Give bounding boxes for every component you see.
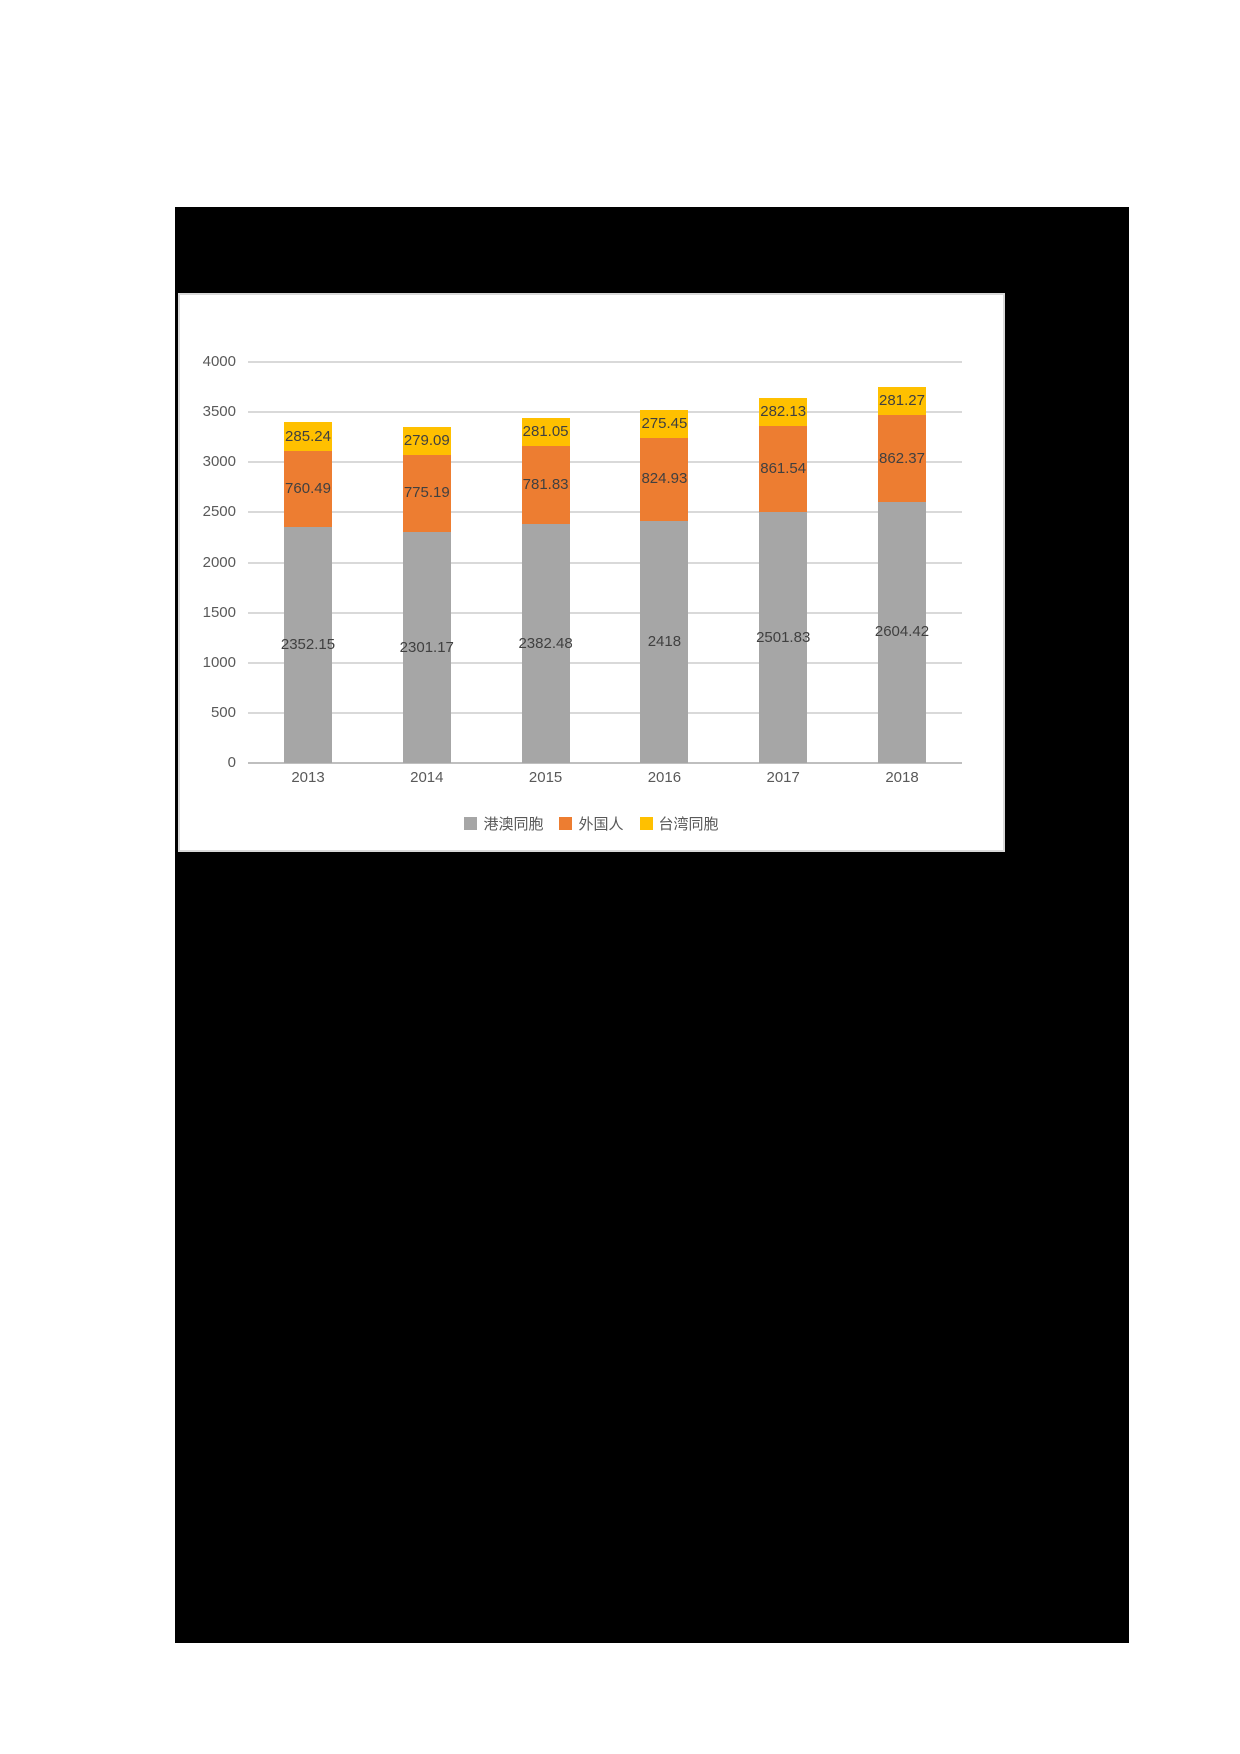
bar-segment-外国人 [402,454,451,533]
bar-segment-外国人 [284,450,332,528]
y-axis-tick-label: 4000 [202,353,236,370]
gridline [248,411,962,414]
legend-label: 外国人 [578,816,624,833]
bar-segment-台湾同胞 [759,397,808,426]
x-axis-label: 2016 [647,769,682,786]
plot-area: 0 500 1000 1500 2000 2500 3000 3500 4000 2352.15 7… [180,295,1003,850]
chart-legend: 港澳同胞 外国人 台湾同胞 [180,813,1003,834]
data-label: 275.45 [641,415,688,433]
gridline [248,661,962,664]
bar-segment-港澳同胞 [878,501,926,763]
y-axis-tick-label: 1000 [202,653,236,671]
data-label: 781.83 [522,475,569,493]
x-axis-line [248,762,962,764]
gridline [248,611,962,614]
legend-label: 港澳同胞 [483,816,544,833]
y-axis-tick-label: 3000 [202,453,236,471]
data-label: 862.37 [879,449,925,467]
data-label: 760.49 [285,480,331,498]
bar-segment-台湾同胞 [402,426,451,455]
x-axis-label: 2015 [528,769,563,786]
data-label: 775.19 [403,484,450,502]
data-label: 2604.42 [874,623,930,641]
x-axis-label: 2014 [410,769,444,786]
x-axis-label: 2018 [885,769,919,786]
data-label: 824.93 [641,470,688,488]
bar-segment-台湾同胞 [284,422,332,451]
bar-segment-港澳同胞 [284,527,332,763]
x-axis-label: 2013 [291,769,325,786]
x-axis-label: 2017 [766,769,800,786]
y-axis-tick-label: 2000 [202,553,236,571]
bar-segment-港澳同胞 [640,520,689,763]
bar-segment-台湾同胞 [521,417,570,446]
bar-segment-台湾同胞 [878,387,926,416]
data-label: 2352.15 [280,636,336,654]
legend-label: 台湾同胞 [658,816,719,833]
legend-item: 外国人 [559,813,624,834]
gridline [248,461,962,464]
legend-item: 台湾同胞 [639,813,719,834]
y-axis-tick-label: 3500 [202,403,236,421]
data-label: 281.05 [522,422,569,440]
y-axis-tick-label: 1500 [202,603,236,621]
y-axis-tick-label: 500 [210,703,236,721]
gridline [248,511,962,514]
bar-segment-外国人 [878,415,926,502]
legend-swatch [639,817,653,830]
gridline [248,711,962,714]
chart-panel: 0 500 1000 1500 2000 2500 3000 3500 4000 2352.15 7… [178,293,1005,852]
legend-item: 港澳同胞 [464,813,543,834]
bar-segment-外国人 [759,425,808,513]
gridline [248,561,962,564]
bar-segment-外国人 [640,437,689,521]
y-axis-tick-label: 0 [227,754,236,771]
data-label: 282.13 [760,402,807,420]
data-label: 2301.17 [399,638,454,656]
y-axis-tick-label: 2500 [202,503,236,521]
data-label: 2382.48 [518,634,573,652]
bar-segment-台湾同胞 [640,410,689,438]
data-label: 279.09 [403,431,450,449]
data-label: 2418 [647,632,682,650]
bar-segment-港澳同胞 [759,512,808,763]
bar-segment-港澳同胞 [521,524,570,763]
legend-swatch [559,817,573,830]
data-label: 861.54 [760,460,807,477]
data-label: 281.27 [879,392,925,410]
legend-swatch [464,817,478,830]
data-label: 2501.83 [756,628,811,646]
bar-segment-港澳同胞 [402,532,451,763]
bar-segment-外国人 [521,445,570,525]
gridline [248,361,962,363]
data-label: 285.24 [285,427,331,445]
